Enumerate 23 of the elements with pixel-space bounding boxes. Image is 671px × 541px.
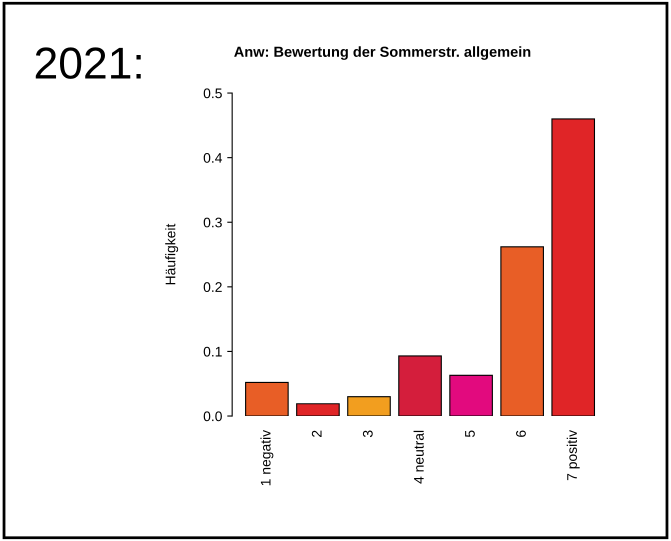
chart-title: Anw: Bewertung der Sommerstr. allgemein [234, 46, 530, 60]
bar [245, 382, 289, 416]
bar [449, 374, 493, 416]
x-tick-label: 6 [516, 430, 526, 437]
bar [347, 396, 391, 416]
bar [398, 355, 442, 416]
bar [500, 246, 544, 416]
bar [296, 403, 340, 416]
y-tick-label: 0.5 [204, 88, 222, 98]
x-tick-label: 7 positiv [566, 430, 580, 480]
y-tick-label: 0.0 [204, 411, 222, 422]
text: 2021: [36, 47, 141, 79]
y-tick-label: 0.2 [204, 282, 222, 292]
y-tick-label: 0.1 [204, 346, 222, 357]
x-tick-label: 5 [465, 430, 475, 438]
y-tick-label: 0.3 [204, 218, 222, 228]
y-axis-title: Häufigkeit [165, 224, 178, 284]
x-tick-label: 1 negativ [260, 430, 274, 486]
x-tick-label: 3 [362, 430, 373, 438]
x-tick-label: 4 neutral [414, 430, 424, 484]
x-tick-label: 2 [312, 430, 322, 437]
bar [551, 118, 596, 416]
y-tick-label: 0.4 [204, 152, 222, 163]
